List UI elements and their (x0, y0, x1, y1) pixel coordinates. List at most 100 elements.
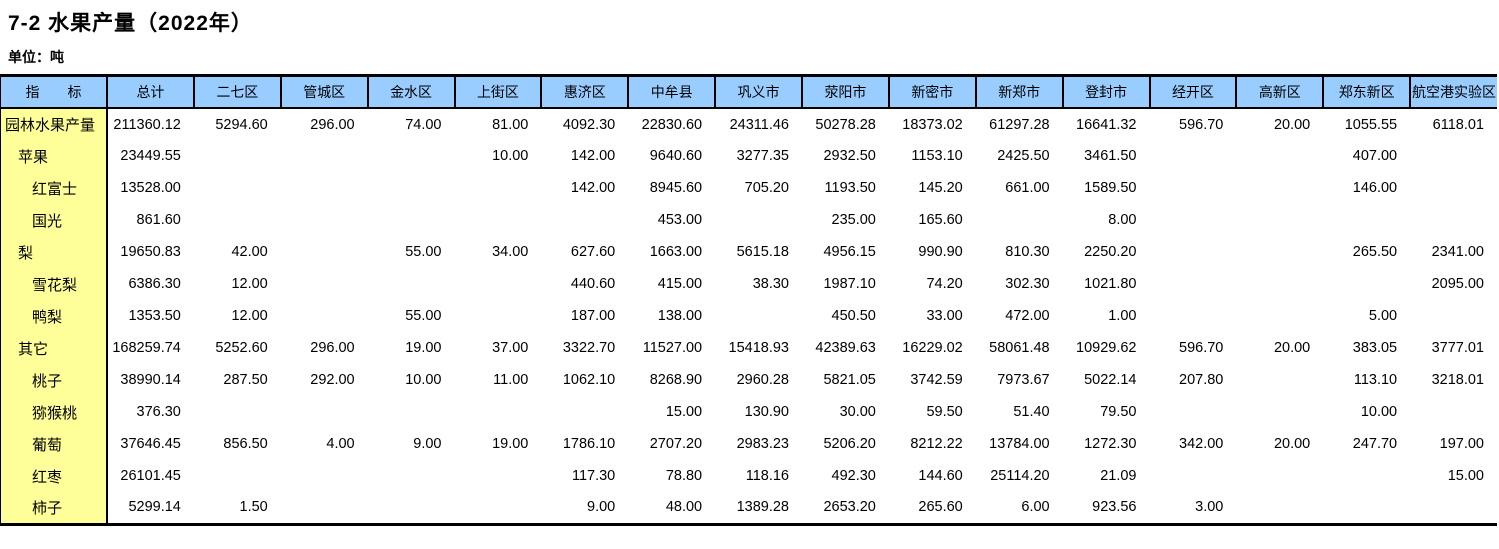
value-cell: 20.00 (1273, 436, 1311, 452)
table-body: 园林水果产量 211360.12 5294.60 296.00 74.00 81.00 40… (0, 108, 1498, 524)
value-cell: 3461.50 (1084, 148, 1137, 164)
value-cell (368, 268, 455, 300)
value-cell: 492.30 (831, 468, 876, 484)
row-label: 其它 (0, 332, 108, 364)
value-cell: 10.00 (492, 148, 529, 164)
value-cell (1236, 236, 1323, 268)
value-cell (1236, 268, 1323, 300)
value-cell: 168259.74 (112, 340, 181, 356)
value-cell: 4.00 (326, 436, 355, 452)
value-cell: 1389.28 (736, 499, 789, 516)
value-cell (194, 204, 281, 236)
table-row: 葡萄 37646.45 856.50 4.00 9.00 19.00 1786.10 2707… (0, 428, 1498, 460)
value-cell (455, 460, 542, 492)
value-cell: 211360.12 (113, 116, 181, 133)
value-cell: 24311.46 (729, 116, 789, 133)
value-cell (194, 172, 281, 204)
table-row: 苹果 23449.55 10.00 142.00 9640.60 3277.35 2932.… (0, 140, 1498, 172)
value-cell: 38990.14 (120, 372, 181, 388)
value-cell (1150, 204, 1237, 236)
value-cell (1150, 172, 1237, 204)
value-cell: 187.00 (570, 308, 616, 324)
region-column-header: 新郑市 (974, 75, 1063, 109)
value-cell: 296.00 (310, 116, 355, 133)
value-cell: 1663.00 (649, 244, 703, 260)
value-cell (1410, 396, 1497, 428)
value-cell (368, 140, 455, 172)
value-cell: 13528.00 (120, 180, 181, 196)
value-cell: 596.70 (1179, 116, 1224, 133)
value-cell (194, 140, 281, 172)
region-column-header: 中牟县 (627, 75, 716, 109)
value-cell: 627.60 (570, 244, 616, 260)
value-cell: 2707.20 (649, 436, 703, 452)
value-cell: 1272.30 (1084, 436, 1137, 452)
value-cell: 19.00 (492, 436, 529, 452)
value-cell: 5615.18 (736, 244, 789, 260)
value-cell (281, 492, 368, 524)
value-cell: 117.30 (571, 468, 616, 484)
value-cell: 3.00 (1195, 499, 1224, 516)
value-cell: 55.00 (405, 244, 442, 260)
value-cell: 30.00 (839, 404, 876, 420)
row-label: 红富士 (0, 172, 108, 204)
value-cell: 12.00 (231, 276, 268, 292)
value-cell: 1021.80 (1084, 276, 1137, 292)
value-cell (455, 492, 542, 524)
value-cell (194, 396, 281, 428)
value-cell (1150, 300, 1237, 332)
value-cell: 10929.62 (1076, 340, 1137, 356)
row-label: 雪花梨 (0, 268, 108, 300)
value-cell: 16641.32 (1076, 116, 1137, 133)
value-cell: 51.40 (1013, 404, 1050, 420)
region-column-header: 郑东新区 (1322, 75, 1411, 109)
value-cell: 296.00 (310, 340, 355, 356)
value-cell (1410, 492, 1497, 524)
value-cell (455, 268, 542, 300)
value-cell (455, 172, 542, 204)
region-column-header: 航空港实验区 (1409, 75, 1497, 109)
value-cell: 5294.60 (215, 116, 268, 133)
region-column-header: 金水区 (366, 75, 455, 109)
table-row: 猕猴桃 376.30 15.00 130.90 30.00 59.50 51.40 79.50… (0, 396, 1498, 428)
value-cell: 130.90 (744, 404, 789, 420)
value-cell (281, 204, 368, 236)
value-cell: 79.50 (1100, 404, 1137, 420)
value-cell (368, 172, 455, 204)
value-cell (1150, 460, 1237, 492)
row-label: 红枣 (0, 460, 108, 492)
value-cell: 118.16 (745, 468, 789, 484)
value-cell: 1193.50 (824, 180, 876, 196)
value-cell: 48.00 (665, 499, 703, 516)
value-cell (194, 460, 281, 492)
value-cell: 12.00 (231, 308, 268, 324)
value-cell: 2250.20 (1084, 244, 1137, 260)
table-row: 国光 861.60 453.00 235.00 165.60 8.00 (0, 204, 1498, 236)
value-cell (1236, 204, 1323, 236)
table-row: 桃子 38990.14 287.50 292.00 10.00 11.00 1062.10 8… (0, 364, 1498, 396)
value-cell (1323, 492, 1410, 524)
value-cell: 207.80 (1179, 372, 1224, 388)
value-cell: 33.00 (926, 308, 963, 324)
value-cell (1150, 396, 1237, 428)
value-cell (1323, 460, 1410, 492)
value-cell: 42389.63 (815, 340, 876, 356)
value-cell (1236, 492, 1323, 524)
value-cell: 2425.50 (997, 148, 1050, 164)
value-cell: 18373.02 (902, 116, 963, 133)
value-cell: 146.00 (1352, 180, 1398, 196)
value-cell: 10.00 (1360, 404, 1398, 420)
value-cell (1410, 140, 1497, 172)
value-cell: 8212.22 (910, 436, 963, 452)
value-cell: 3742.59 (910, 372, 963, 388)
value-cell: 20.00 (1273, 116, 1311, 133)
value-cell (1236, 140, 1323, 172)
value-cell: 450.50 (831, 308, 876, 324)
value-cell: 61297.28 (989, 116, 1050, 133)
value-cell: 5206.20 (823, 436, 876, 452)
value-cell: 38.30 (752, 276, 789, 292)
value-cell (281, 268, 368, 300)
value-cell (1323, 204, 1410, 236)
value-cell (455, 300, 542, 332)
value-cell: 42.00 (231, 244, 268, 260)
